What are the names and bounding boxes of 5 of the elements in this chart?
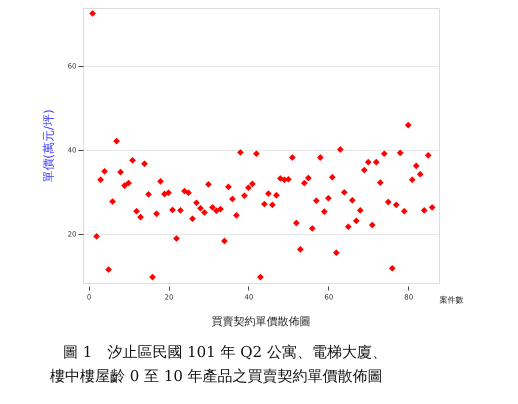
x-axis-title: 案件數 (440, 296, 464, 304)
caption: 圖 1 汐止區民國 101 年 Q2 公寓、電梯大廈、 (63, 343, 387, 361)
y-axis-title: 單價(萬元/坪) (42, 109, 56, 183)
text: 樓中樓屋齡 0 至 10 年產品之買賣契約單價散佈圖 (50, 367, 383, 385)
text: 買賣契約單價散佈圖 (212, 315, 310, 328)
